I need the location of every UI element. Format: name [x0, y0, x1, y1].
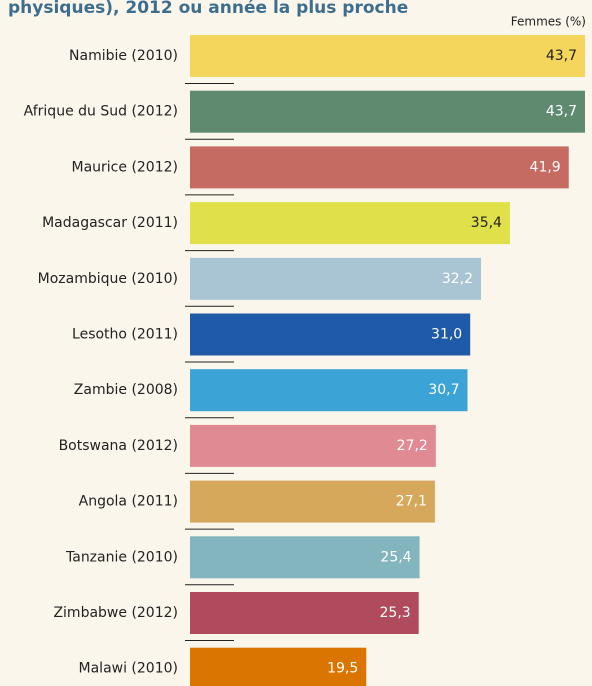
- value-label: 27,2: [397, 438, 428, 454]
- bar: [190, 202, 510, 245]
- bar: [190, 90, 585, 133]
- value-label: 43,7: [546, 104, 577, 120]
- bar: [190, 647, 367, 686]
- bar: [190, 592, 419, 634]
- category-label: Angola (2011): [79, 494, 178, 510]
- value-label: 41,9: [530, 159, 561, 175]
- axis-label: Femmes (%): [511, 15, 586, 29]
- bar: [190, 424, 436, 467]
- category-label: Afrique du Sud (2012): [24, 104, 178, 120]
- value-label: 30,7: [428, 382, 459, 398]
- value-label: 27,1: [396, 494, 427, 510]
- value-label: 25,4: [380, 549, 411, 565]
- category-label: Zambie (2008): [74, 382, 178, 398]
- bar: [190, 536, 420, 579]
- value-label: 25,3: [380, 605, 411, 621]
- category-label: Lesotho (2011): [72, 327, 178, 343]
- bar: [190, 146, 569, 189]
- category-label: Madagascar (2011): [42, 215, 178, 231]
- bar: [190, 257, 482, 300]
- bar: [190, 35, 585, 77]
- category-label: Zimbabwe (2012): [53, 605, 178, 621]
- bar: [190, 369, 468, 412]
- category-label: Botswana (2012): [59, 438, 178, 454]
- value-label: 43,7: [546, 48, 577, 64]
- category-label: Maurice (2012): [72, 159, 179, 175]
- chart-title: physiques), 2012 ou année la plus proche: [8, 0, 408, 18]
- category-label: Mozambique (2010): [38, 271, 178, 287]
- value-label: 32,2: [442, 271, 473, 287]
- value-label: 35,4: [471, 215, 502, 231]
- bar: [190, 480, 435, 523]
- value-label: 19,5: [327, 661, 358, 677]
- bar: [190, 313, 471, 356]
- category-label: Malawi (2010): [79, 661, 178, 677]
- value-label: 31,0: [431, 327, 462, 343]
- category-label: Tanzanie (2010): [65, 549, 178, 565]
- category-label: Namibie (2010): [69, 48, 178, 64]
